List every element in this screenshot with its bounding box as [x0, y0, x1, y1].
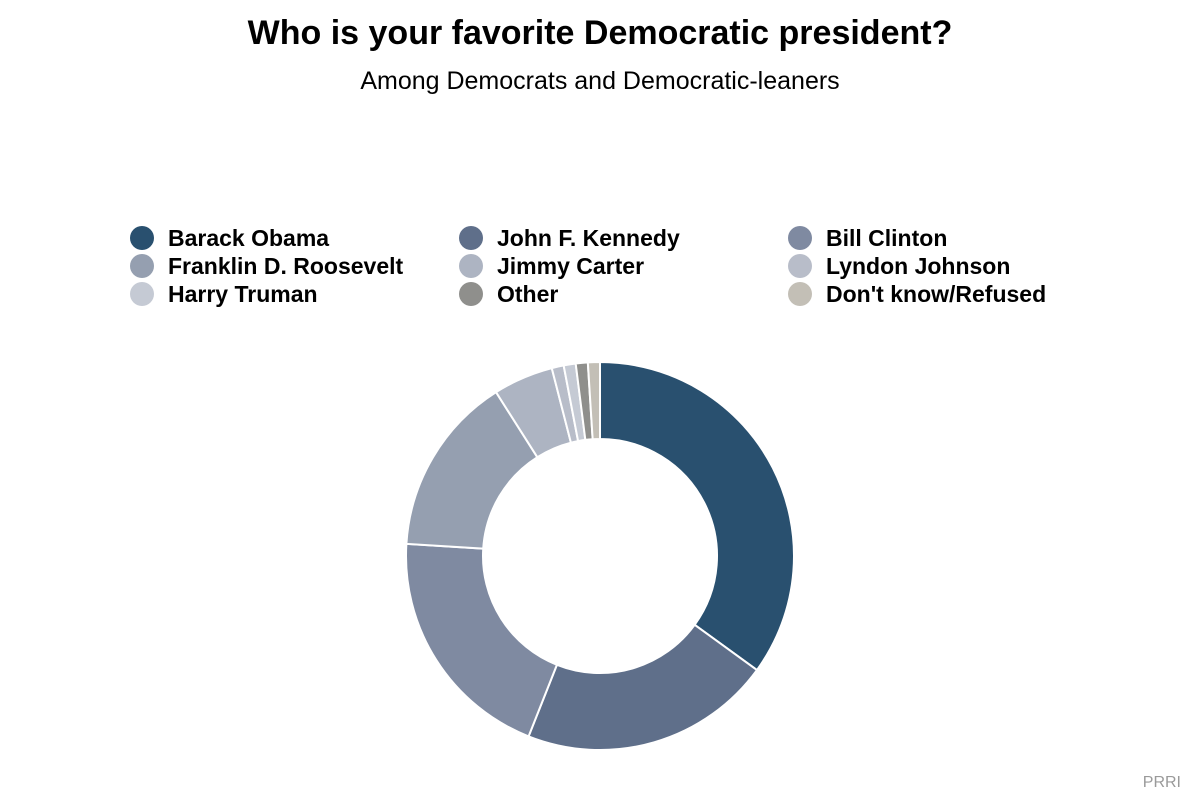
- legend-label: Other: [497, 280, 559, 307]
- legend-swatch: [459, 282, 483, 306]
- legend-label: Jimmy Carter: [497, 252, 645, 279]
- legend-item-franklin-d-roosevelt: Franklin D. Roosevelt: [130, 252, 459, 279]
- legend-item-don-t-know-refused: Don't know/Refused: [788, 280, 1117, 307]
- legend-swatch: [788, 226, 812, 250]
- chart-subtitle: Among Democrats and Democratic-leaners: [360, 67, 840, 95]
- legend-item-john-f-kennedy: John F. Kennedy: [459, 224, 788, 251]
- legend-label: John F. Kennedy: [497, 224, 680, 251]
- chart-title: Who is your favorite Democratic presiden…: [247, 14, 953, 52]
- slice-barack-obama: [599, 360, 795, 672]
- slice-don-t-know-refused: [586, 360, 601, 441]
- legend-item-bill-clinton: Bill Clinton: [788, 224, 1117, 251]
- legend-item-other: Other: [459, 280, 788, 307]
- legend-item-barack-obama: Barack Obama: [130, 224, 459, 251]
- legend-item-jimmy-carter: Jimmy Carter: [459, 252, 788, 279]
- legend-swatch: [459, 226, 483, 250]
- legend-swatch: [788, 282, 812, 306]
- slice-john-f-kennedy: [527, 623, 759, 751]
- legend-swatch: [130, 226, 154, 250]
- legend-label: Don't know/Refused: [826, 280, 1047, 307]
- legend-label: Harry Truman: [168, 280, 318, 307]
- legend-label: Bill Clinton: [826, 224, 948, 251]
- legend-label: Franklin D. Roosevelt: [168, 252, 404, 279]
- legend-item-harry-truman: Harry Truman: [130, 280, 459, 307]
- legend-label: Barack Obama: [168, 224, 330, 251]
- slice-bill-clinton: [405, 542, 559, 738]
- chart-legend: Barack Obama John F. Kennedy Bill Clinton F…: [130, 224, 1130, 307]
- legend-swatch: [130, 282, 154, 306]
- legend-swatch: [130, 254, 154, 278]
- legend-swatch: [788, 254, 812, 278]
- source-label: PRRI: [1142, 774, 1181, 791]
- legend-label: Lyndon Johnson: [826, 252, 1011, 279]
- legend-item-lyndon-johnson: Lyndon Johnson: [788, 252, 1117, 279]
- legend-swatch: [459, 254, 483, 278]
